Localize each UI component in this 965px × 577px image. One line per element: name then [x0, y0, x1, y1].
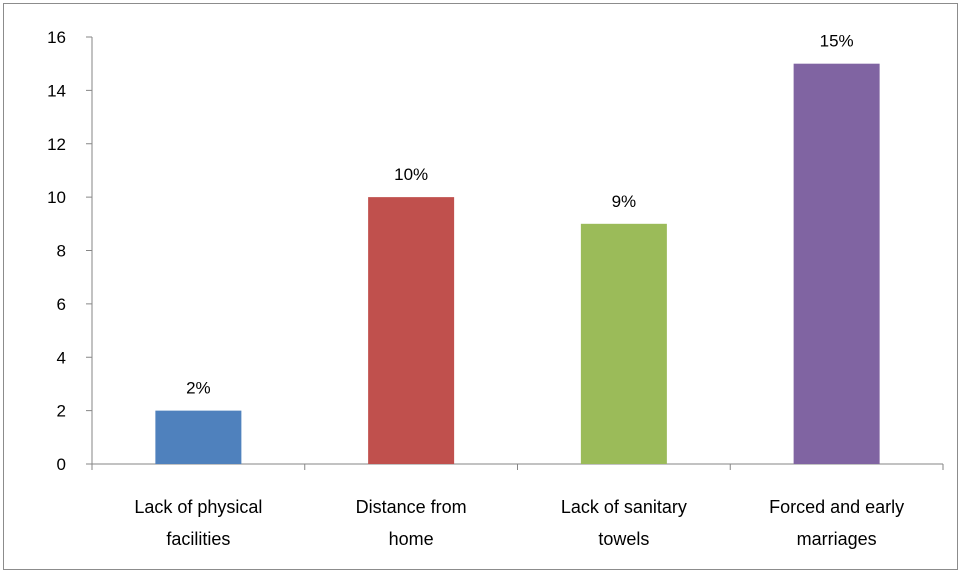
data-label: 2%: [186, 379, 211, 398]
x-category-label: Forced and early: [769, 497, 904, 517]
chart-labels: 2% Lack of physical facilities 10% Distance …: [134, 32, 904, 549]
bar: [793, 63, 880, 464]
y-tick-label: 4: [57, 348, 66, 367]
x-category-label: marriages: [797, 529, 877, 549]
y-tick-label: 8: [57, 242, 66, 261]
y-tick-label: 16: [47, 28, 66, 47]
x-category-label: facilities: [166, 529, 230, 549]
bar: [368, 197, 455, 464]
y-tick-label: 2: [57, 402, 66, 421]
data-label: 9%: [612, 192, 637, 211]
y-tick-label: 14: [47, 81, 66, 100]
x-category-label: Distance from: [356, 497, 467, 517]
bar: [155, 410, 242, 464]
y-tick-label: 6: [57, 295, 66, 314]
x-category-label: Lack of sanitary: [561, 497, 687, 517]
data-label: 10%: [394, 165, 428, 184]
data-label: 15%: [820, 32, 854, 51]
x-category-label: home: [389, 529, 434, 549]
bar: [580, 223, 667, 464]
x-category-label: Lack of physical: [134, 497, 262, 517]
y-tick-label: 12: [47, 135, 66, 154]
chart-bars: [155, 63, 880, 464]
y-tick-label: 10: [47, 188, 66, 207]
x-category-label: towels: [598, 529, 649, 549]
y-tick-label: 0: [57, 455, 66, 474]
